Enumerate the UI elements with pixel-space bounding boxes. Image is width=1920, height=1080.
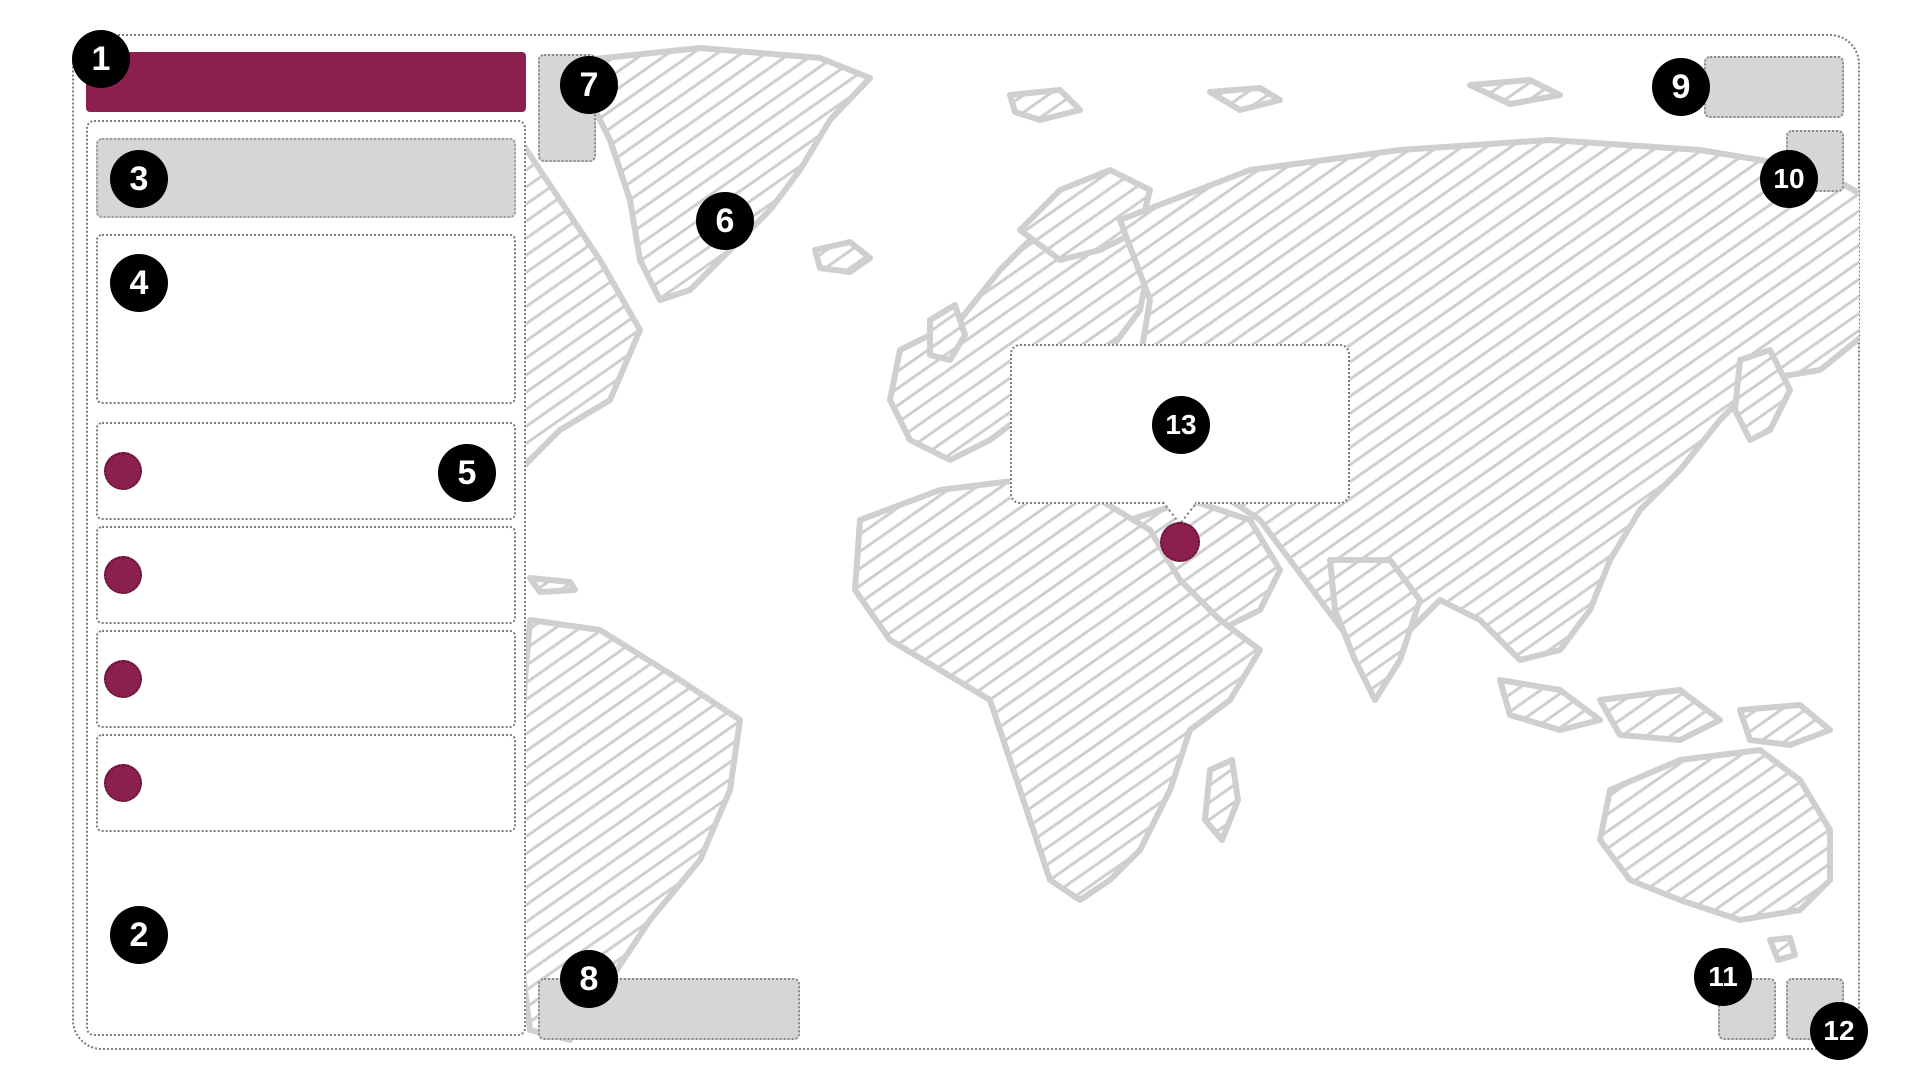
badge-6: 6 xyxy=(696,192,754,250)
madagascar-landmass xyxy=(1202,757,1241,843)
indonesia-landmass xyxy=(1597,687,1723,743)
arctic-island-3 xyxy=(1007,87,1083,123)
map-marker-icon xyxy=(104,764,142,802)
badge-9: 9 xyxy=(1652,58,1710,116)
south-america-landmass xyxy=(512,617,743,1043)
badge-12: 12 xyxy=(1810,1002,1868,1060)
tasmania-landmass xyxy=(1767,935,1798,963)
list-item[interactable] xyxy=(96,526,516,624)
badge-7: 7 xyxy=(560,56,618,114)
badge-2: 2 xyxy=(110,906,168,964)
badge-5: 5 xyxy=(438,444,496,502)
badge-1: 1 xyxy=(72,30,130,88)
map-marker-icon xyxy=(104,556,142,594)
badge-8: 8 xyxy=(560,950,618,1008)
selected-location-marker[interactable] xyxy=(1160,522,1200,562)
layer-switcher-button[interactable] xyxy=(1704,56,1844,118)
arctic-island-2 xyxy=(1467,77,1563,107)
badge-10: 10 xyxy=(1760,150,1818,208)
map-marker-icon xyxy=(104,660,142,698)
iceland-landmass xyxy=(812,239,873,275)
new-guinea-landmass xyxy=(1737,702,1833,748)
list-item[interactable] xyxy=(96,734,516,832)
greenland-landmass xyxy=(582,45,873,303)
badge-11: 11 xyxy=(1694,948,1752,1006)
badge-3: 3 xyxy=(110,150,168,208)
southeast-asia-islands xyxy=(1497,677,1603,733)
sidebar-header-bar xyxy=(86,52,526,112)
uk-landmass xyxy=(927,302,968,363)
arctic-island-1 xyxy=(1207,85,1283,113)
japan-landmass xyxy=(1732,347,1793,443)
info-card xyxy=(96,234,516,404)
africa-landmass xyxy=(852,477,1263,903)
badge-13: 13 xyxy=(1152,396,1210,454)
india-landmass xyxy=(1327,557,1423,703)
badge-4: 4 xyxy=(110,254,168,312)
map-marker-icon xyxy=(104,452,142,490)
list-item[interactable] xyxy=(96,630,516,728)
locate-button[interactable] xyxy=(1718,978,1776,1040)
caribbean-islands xyxy=(527,575,578,595)
popup-pointer xyxy=(1163,500,1197,526)
australia-landmass xyxy=(1597,747,1833,923)
europe-landmass xyxy=(887,207,1153,463)
